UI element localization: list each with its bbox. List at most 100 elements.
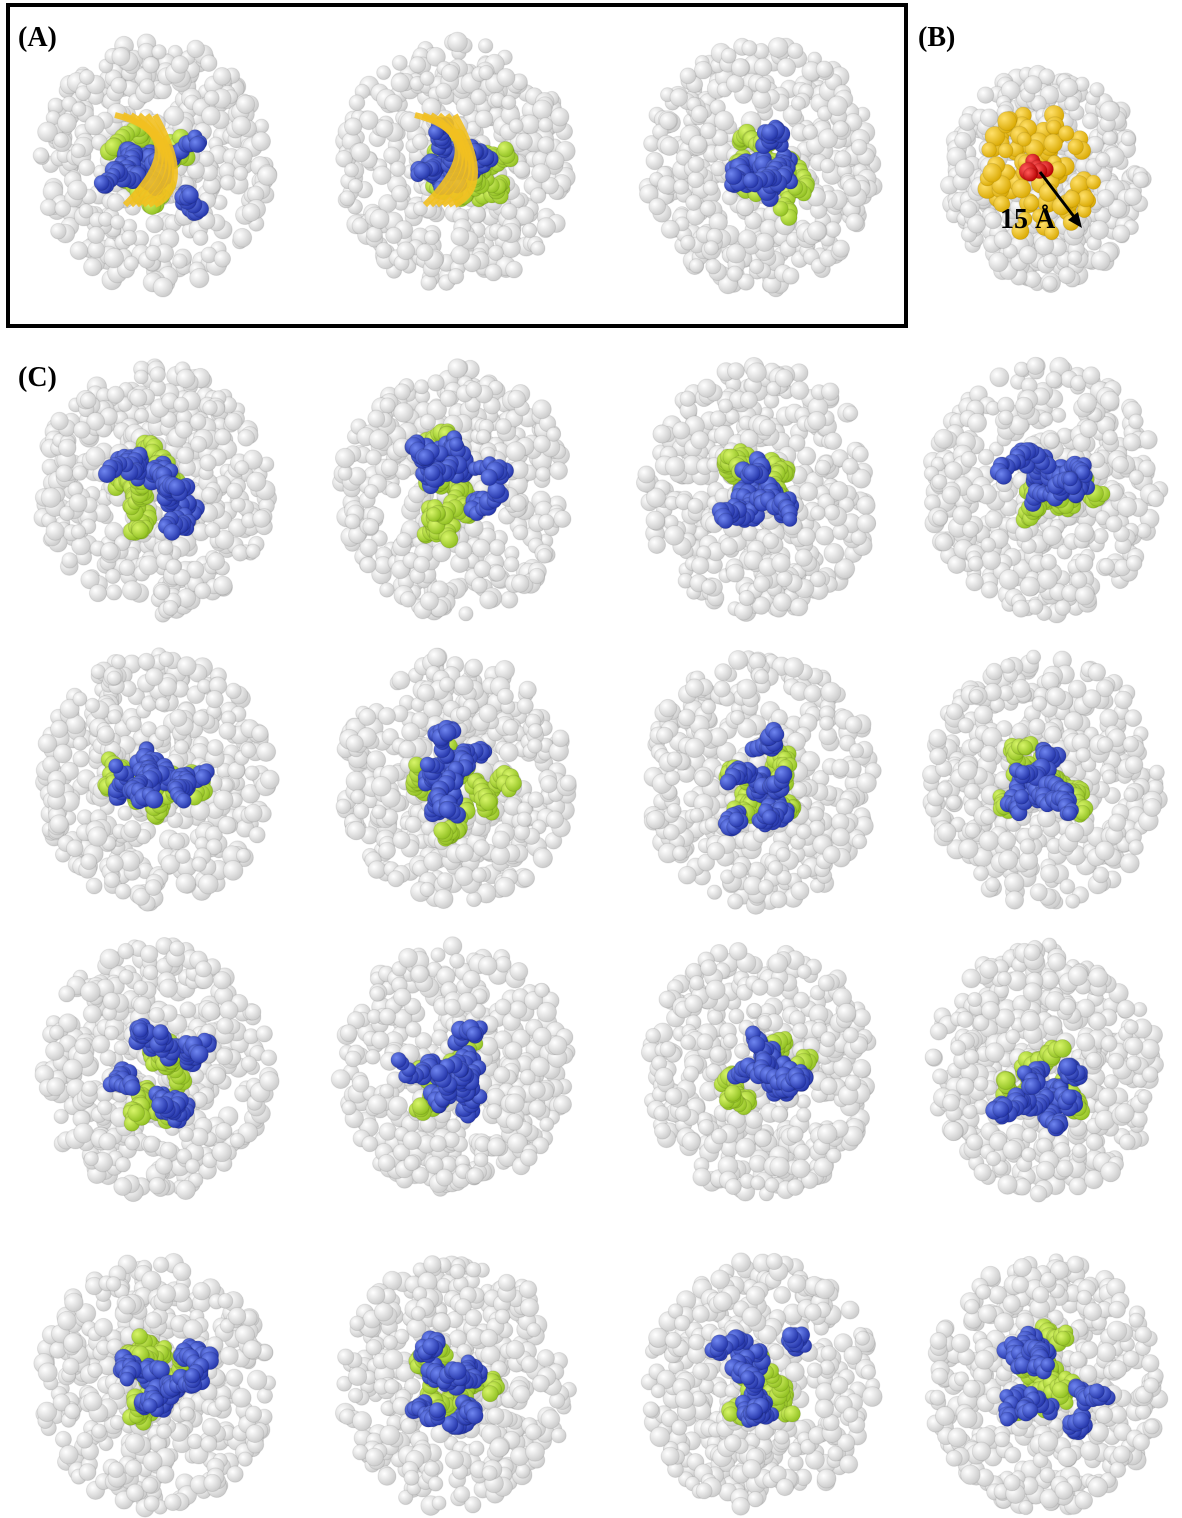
atom xyxy=(815,526,834,545)
atom xyxy=(152,45,166,59)
atom xyxy=(1099,559,1115,575)
atom xyxy=(480,591,498,609)
atom xyxy=(532,400,551,419)
atom xyxy=(190,269,209,288)
atom xyxy=(1080,420,1098,438)
atom xyxy=(689,135,707,153)
atom xyxy=(164,524,181,541)
atom xyxy=(177,447,194,464)
atom xyxy=(258,166,277,185)
atom xyxy=(762,124,778,140)
atom xyxy=(529,568,545,584)
atom xyxy=(538,118,552,132)
atom xyxy=(112,48,130,66)
atom xyxy=(857,514,876,533)
atom xyxy=(1051,408,1066,423)
atom xyxy=(220,175,235,190)
atom xyxy=(391,74,409,92)
atom xyxy=(775,369,793,387)
atom xyxy=(193,230,208,245)
atom xyxy=(995,468,1011,484)
page: (A) (B) (C) 15 Å (() => { const data = J… xyxy=(0,0,1182,1518)
atom xyxy=(532,164,551,183)
atom xyxy=(935,534,952,551)
atom xyxy=(448,359,467,378)
atom xyxy=(489,540,505,556)
atom xyxy=(55,201,71,217)
atom xyxy=(158,540,173,555)
atom xyxy=(70,242,88,260)
atom xyxy=(376,120,393,137)
atom xyxy=(755,77,771,93)
atom xyxy=(189,136,205,152)
atom xyxy=(1091,251,1110,270)
atom xyxy=(1042,276,1057,291)
atom xyxy=(62,553,78,569)
atom xyxy=(420,414,436,430)
atom xyxy=(476,430,490,444)
atom xyxy=(659,112,676,129)
atom xyxy=(539,514,555,530)
atom xyxy=(981,582,998,599)
atom xyxy=(843,406,858,421)
atom xyxy=(980,109,998,127)
atom xyxy=(955,132,971,148)
atom xyxy=(790,381,808,399)
atom xyxy=(214,429,230,445)
atom xyxy=(69,494,87,512)
atom xyxy=(782,268,799,285)
atom xyxy=(691,106,708,123)
atom xyxy=(537,218,556,237)
atom xyxy=(648,536,665,553)
atom xyxy=(376,243,392,259)
atom xyxy=(163,600,178,615)
atom xyxy=(536,467,551,482)
atom xyxy=(200,455,216,471)
atom xyxy=(420,592,438,610)
atom xyxy=(711,161,726,176)
atom xyxy=(40,199,57,216)
atom xyxy=(122,230,137,245)
atom xyxy=(441,64,458,81)
atom xyxy=(166,559,181,574)
atom xyxy=(173,254,188,269)
atom xyxy=(370,209,389,228)
atom xyxy=(1046,372,1062,388)
atom xyxy=(759,419,775,435)
atom xyxy=(1044,433,1059,448)
atom xyxy=(132,522,149,539)
atom xyxy=(59,439,77,457)
atom xyxy=(501,203,517,219)
atom xyxy=(380,398,395,413)
atom xyxy=(436,83,452,99)
atom xyxy=(71,144,85,158)
atom xyxy=(649,198,666,215)
atom xyxy=(646,511,665,530)
atom xyxy=(72,102,86,116)
atom xyxy=(1065,96,1080,111)
atom xyxy=(1112,225,1129,242)
atom xyxy=(475,110,493,128)
atom xyxy=(471,577,487,593)
atom xyxy=(54,133,69,148)
atom xyxy=(816,61,832,77)
atom xyxy=(449,437,463,451)
atom xyxy=(530,188,546,204)
atom xyxy=(89,585,106,602)
atom xyxy=(720,538,737,555)
atom xyxy=(815,460,830,475)
atom xyxy=(124,256,138,270)
atom xyxy=(79,70,94,85)
atom xyxy=(1102,430,1117,445)
atom xyxy=(777,571,793,587)
atom xyxy=(653,425,671,443)
atom xyxy=(999,569,1019,589)
atom xyxy=(497,68,515,86)
atom xyxy=(135,408,149,422)
atom xyxy=(488,245,503,260)
atom xyxy=(513,525,528,540)
atom xyxy=(236,95,254,113)
atom xyxy=(471,89,487,105)
atom xyxy=(1090,83,1104,97)
atom xyxy=(204,90,219,105)
